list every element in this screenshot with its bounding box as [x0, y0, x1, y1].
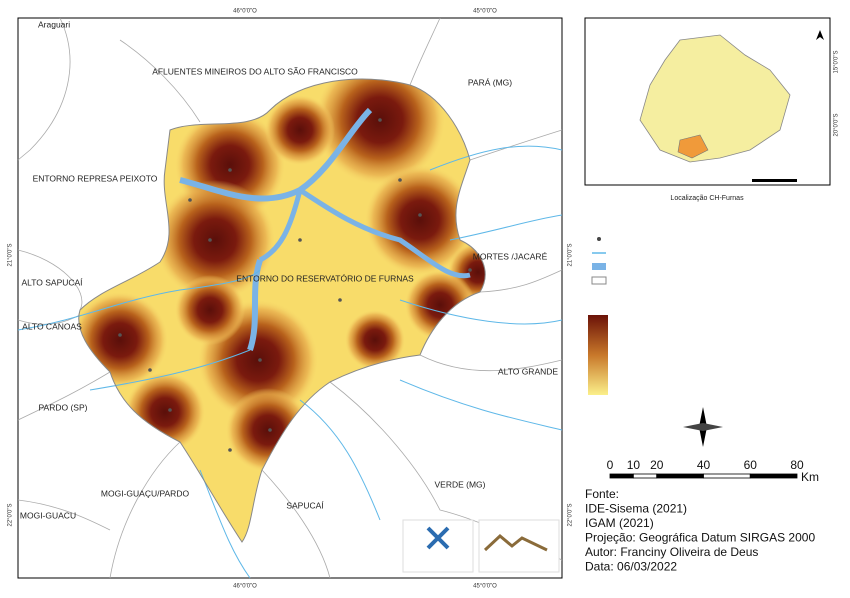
lon-label: 45°0'0"O	[473, 584, 497, 590]
inset-north	[816, 30, 824, 40]
lon-label: 45°0'0"O	[473, 9, 497, 15]
region-label: MOGI-GUAÇU/PARDO	[101, 488, 190, 498]
inset-scale-bar	[752, 179, 797, 182]
region-label: ENTORNO DO RESERVATÓRIO DE FURNAS	[236, 273, 414, 283]
density-ramp	[588, 315, 608, 395]
scale-segment	[703, 473, 751, 479]
scale-unit: Km	[801, 470, 819, 484]
source-line: Fonte:	[585, 487, 619, 501]
source-line: IGAM (2021)	[585, 516, 654, 530]
region-label: ALTO SAPUCAÍ	[21, 277, 83, 287]
scale-segment	[749, 473, 798, 479]
region-label: ALTO CANOAS	[22, 321, 82, 331]
region-label: PARDO (SP)	[39, 402, 88, 412]
scale-segment	[656, 473, 704, 479]
legend-box	[588, 218, 830, 408]
reservoir	[179, 107, 471, 351]
source-line: Autor: Franciny Oliveira de Deus	[585, 545, 758, 559]
region-label: MORTES /JACARÉ	[473, 251, 548, 261]
source-line: Data: 06/03/2022	[585, 560, 677, 574]
legend-point	[597, 237, 601, 241]
logos	[402, 519, 560, 573]
rivers	[17, 145, 563, 579]
inset-lat-label: 15°0'0"S	[834, 50, 840, 73]
scale-label: 60	[744, 458, 758, 472]
well-points	[118, 118, 472, 452]
legend-patch	[591, 276, 607, 285]
scale-segment	[609, 473, 634, 479]
lon-label: 46°0'0"O	[233, 584, 257, 590]
region-label: MOGI-GUACU	[20, 510, 76, 520]
lat-label: 21°0'0"S	[568, 243, 574, 266]
scale-label: 0	[607, 458, 614, 472]
lon-label: 46°0'0"O	[233, 9, 257, 15]
legend-patch	[592, 263, 606, 270]
lat-label: 21°0'0"S	[8, 243, 14, 266]
scale-label: 80	[790, 458, 804, 472]
north-arrow	[683, 407, 723, 447]
source-line: Projeção: Geográfica Datum SIRGAS 2000	[585, 531, 815, 545]
region-label: SAPUCAÍ	[286, 500, 324, 510]
scale-label: 10	[627, 458, 641, 472]
region-label: Araguari	[38, 19, 70, 29]
lat-label: 22°0'0"S	[8, 503, 14, 526]
region-label: PARÁ (MG)	[468, 77, 512, 87]
lat-label: 22°0'0"S	[568, 503, 574, 526]
inset-lat-label: 20°0'0"S	[834, 113, 840, 136]
scale-label: 40	[697, 458, 711, 472]
region-label: ALTO GRANDE	[498, 366, 558, 376]
region-label: AFLUENTES MINEIROS DO ALTO SÃO FRANCISCO	[152, 66, 358, 76]
source-line: IDE-Sisema (2021)	[585, 502, 687, 516]
inset-caption: Localização CH-Furnas	[670, 195, 744, 202]
scale-segment	[632, 473, 658, 479]
scale-label: 20	[650, 458, 664, 472]
region-label: ENTORNO REPRESA PEIXOTO	[33, 173, 158, 183]
region-label: VERDE (MG)	[435, 479, 486, 489]
inset-furnas	[677, 134, 709, 159]
inset-state	[639, 34, 791, 163]
